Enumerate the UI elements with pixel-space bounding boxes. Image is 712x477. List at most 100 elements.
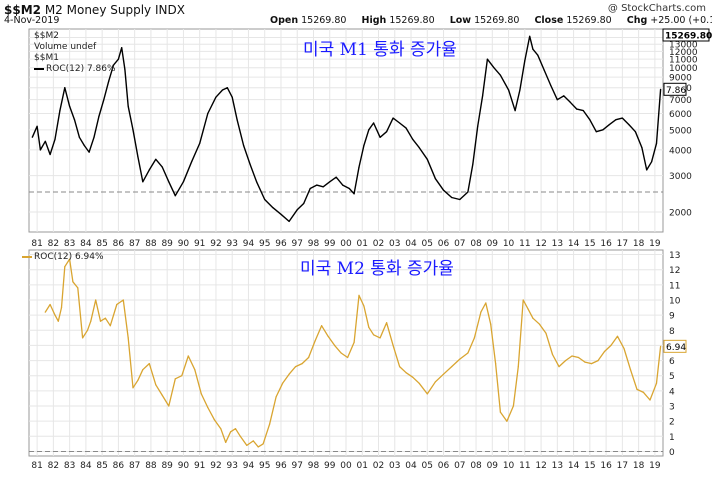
data-point <box>69 105 71 107</box>
x-tick-label: 94 <box>243 461 255 471</box>
data-point <box>215 96 217 98</box>
data-point <box>660 345 662 347</box>
data-point <box>288 220 290 222</box>
data-point <box>127 337 129 339</box>
y-tick-label: 8 <box>669 327 675 337</box>
quote-date: 4-Nov-2019 <box>4 15 60 26</box>
x-tick-label: 90 <box>178 461 190 471</box>
data-point <box>490 323 492 325</box>
x-tick-label: 04 <box>405 239 417 249</box>
data-point <box>109 325 111 327</box>
last-value-marker <box>663 339 687 353</box>
x-tick-label: 05 <box>422 239 433 249</box>
symbol-title: $$M2 M2 Money Supply INDX <box>4 3 185 17</box>
data-point <box>610 344 612 346</box>
data-point <box>467 352 469 354</box>
data-point <box>116 303 118 306</box>
y-tick-label: 5000 <box>669 126 692 136</box>
x-tick-label: 87 <box>129 239 140 249</box>
data-point <box>124 68 126 71</box>
data-point <box>88 151 90 153</box>
high-value: 15269.80 <box>389 15 435 26</box>
x-tick-label: 81 <box>31 461 42 471</box>
low-value: 15269.80 <box>474 15 520 26</box>
y-tick-label: 11 <box>669 281 680 291</box>
data-point <box>368 326 370 328</box>
data-point <box>122 299 124 301</box>
y-tick-label: 11000 <box>669 56 698 66</box>
x-tick-label: 08 <box>470 461 482 471</box>
data-point <box>181 375 183 377</box>
data-point <box>348 187 350 190</box>
x-tick-label: 13 <box>552 461 563 471</box>
data-point <box>392 344 394 346</box>
data-point <box>418 147 420 149</box>
data-point <box>64 266 66 268</box>
data-point <box>482 95 484 97</box>
x-tick-label: 90 <box>178 239 190 249</box>
data-point <box>589 119 591 121</box>
x-tick-label: 82 <box>48 239 59 249</box>
data-point <box>642 391 645 393</box>
x-tick-label: 84 <box>80 239 92 249</box>
data-point <box>234 428 237 430</box>
data-point <box>69 258 71 260</box>
chg-value: +25.00 (+0.16%) <box>650 15 712 26</box>
data-point <box>93 136 95 138</box>
data-point <box>44 311 46 313</box>
y-tick-label: 7000 <box>669 96 692 106</box>
data-point <box>597 360 599 362</box>
data-point <box>220 428 222 430</box>
data-point <box>168 181 170 183</box>
x-tick-label: 03 <box>389 461 400 471</box>
last-value-label: 7.86 <box>666 86 686 96</box>
y-tick-label: 4000 <box>669 146 692 156</box>
data-point <box>577 356 580 359</box>
data-point <box>104 317 106 319</box>
close-label: Close <box>534 15 564 26</box>
data-point <box>529 35 531 37</box>
x-tick-label: 06 <box>438 461 450 471</box>
data-point <box>99 320 102 322</box>
data-point <box>472 163 474 165</box>
data-point <box>187 355 189 357</box>
x-tick-label: 18 <box>633 461 645 471</box>
data-point <box>191 161 193 163</box>
data-point <box>64 87 66 89</box>
data-point <box>363 305 365 307</box>
data-point <box>207 406 209 409</box>
data-point <box>112 64 115 66</box>
y-tick-label: 2 <box>669 418 675 428</box>
x-tick-label: 96 <box>275 461 287 471</box>
data-point <box>226 87 228 89</box>
data-point <box>576 108 578 110</box>
x-tick-label: 85 <box>96 239 107 249</box>
data-point <box>608 124 611 126</box>
x-tick-label: 04 <box>405 461 417 471</box>
data-point <box>322 186 324 188</box>
data-point <box>83 144 85 147</box>
data-point <box>506 420 508 422</box>
x-tick-label: 07 <box>454 239 465 249</box>
data-point <box>321 325 323 327</box>
data-point <box>493 67 495 69</box>
x-tick-label: 98 <box>308 461 320 471</box>
data-point <box>31 136 33 138</box>
y-tick-label: 5 <box>669 372 675 382</box>
data-point <box>629 369 632 371</box>
data-point <box>73 119 76 121</box>
legend-symbol-m2: $$M2 <box>34 31 59 41</box>
x-tick-label: 10 <box>503 461 515 471</box>
bottom-legend: ROC(12) 6.94% <box>22 252 104 263</box>
y-tick-label: 6 <box>669 357 675 367</box>
last-price-box <box>662 28 710 42</box>
data-point <box>194 369 196 371</box>
x-tick-label: 14 <box>568 239 580 249</box>
data-point <box>563 95 565 97</box>
data-point <box>334 344 336 346</box>
data-point <box>522 299 524 301</box>
data-point <box>495 363 497 365</box>
x-tick-label: 98 <box>308 239 320 249</box>
annotation-m1: 미국 M1 통화 증가율 <box>303 40 457 60</box>
data-point <box>272 207 274 209</box>
